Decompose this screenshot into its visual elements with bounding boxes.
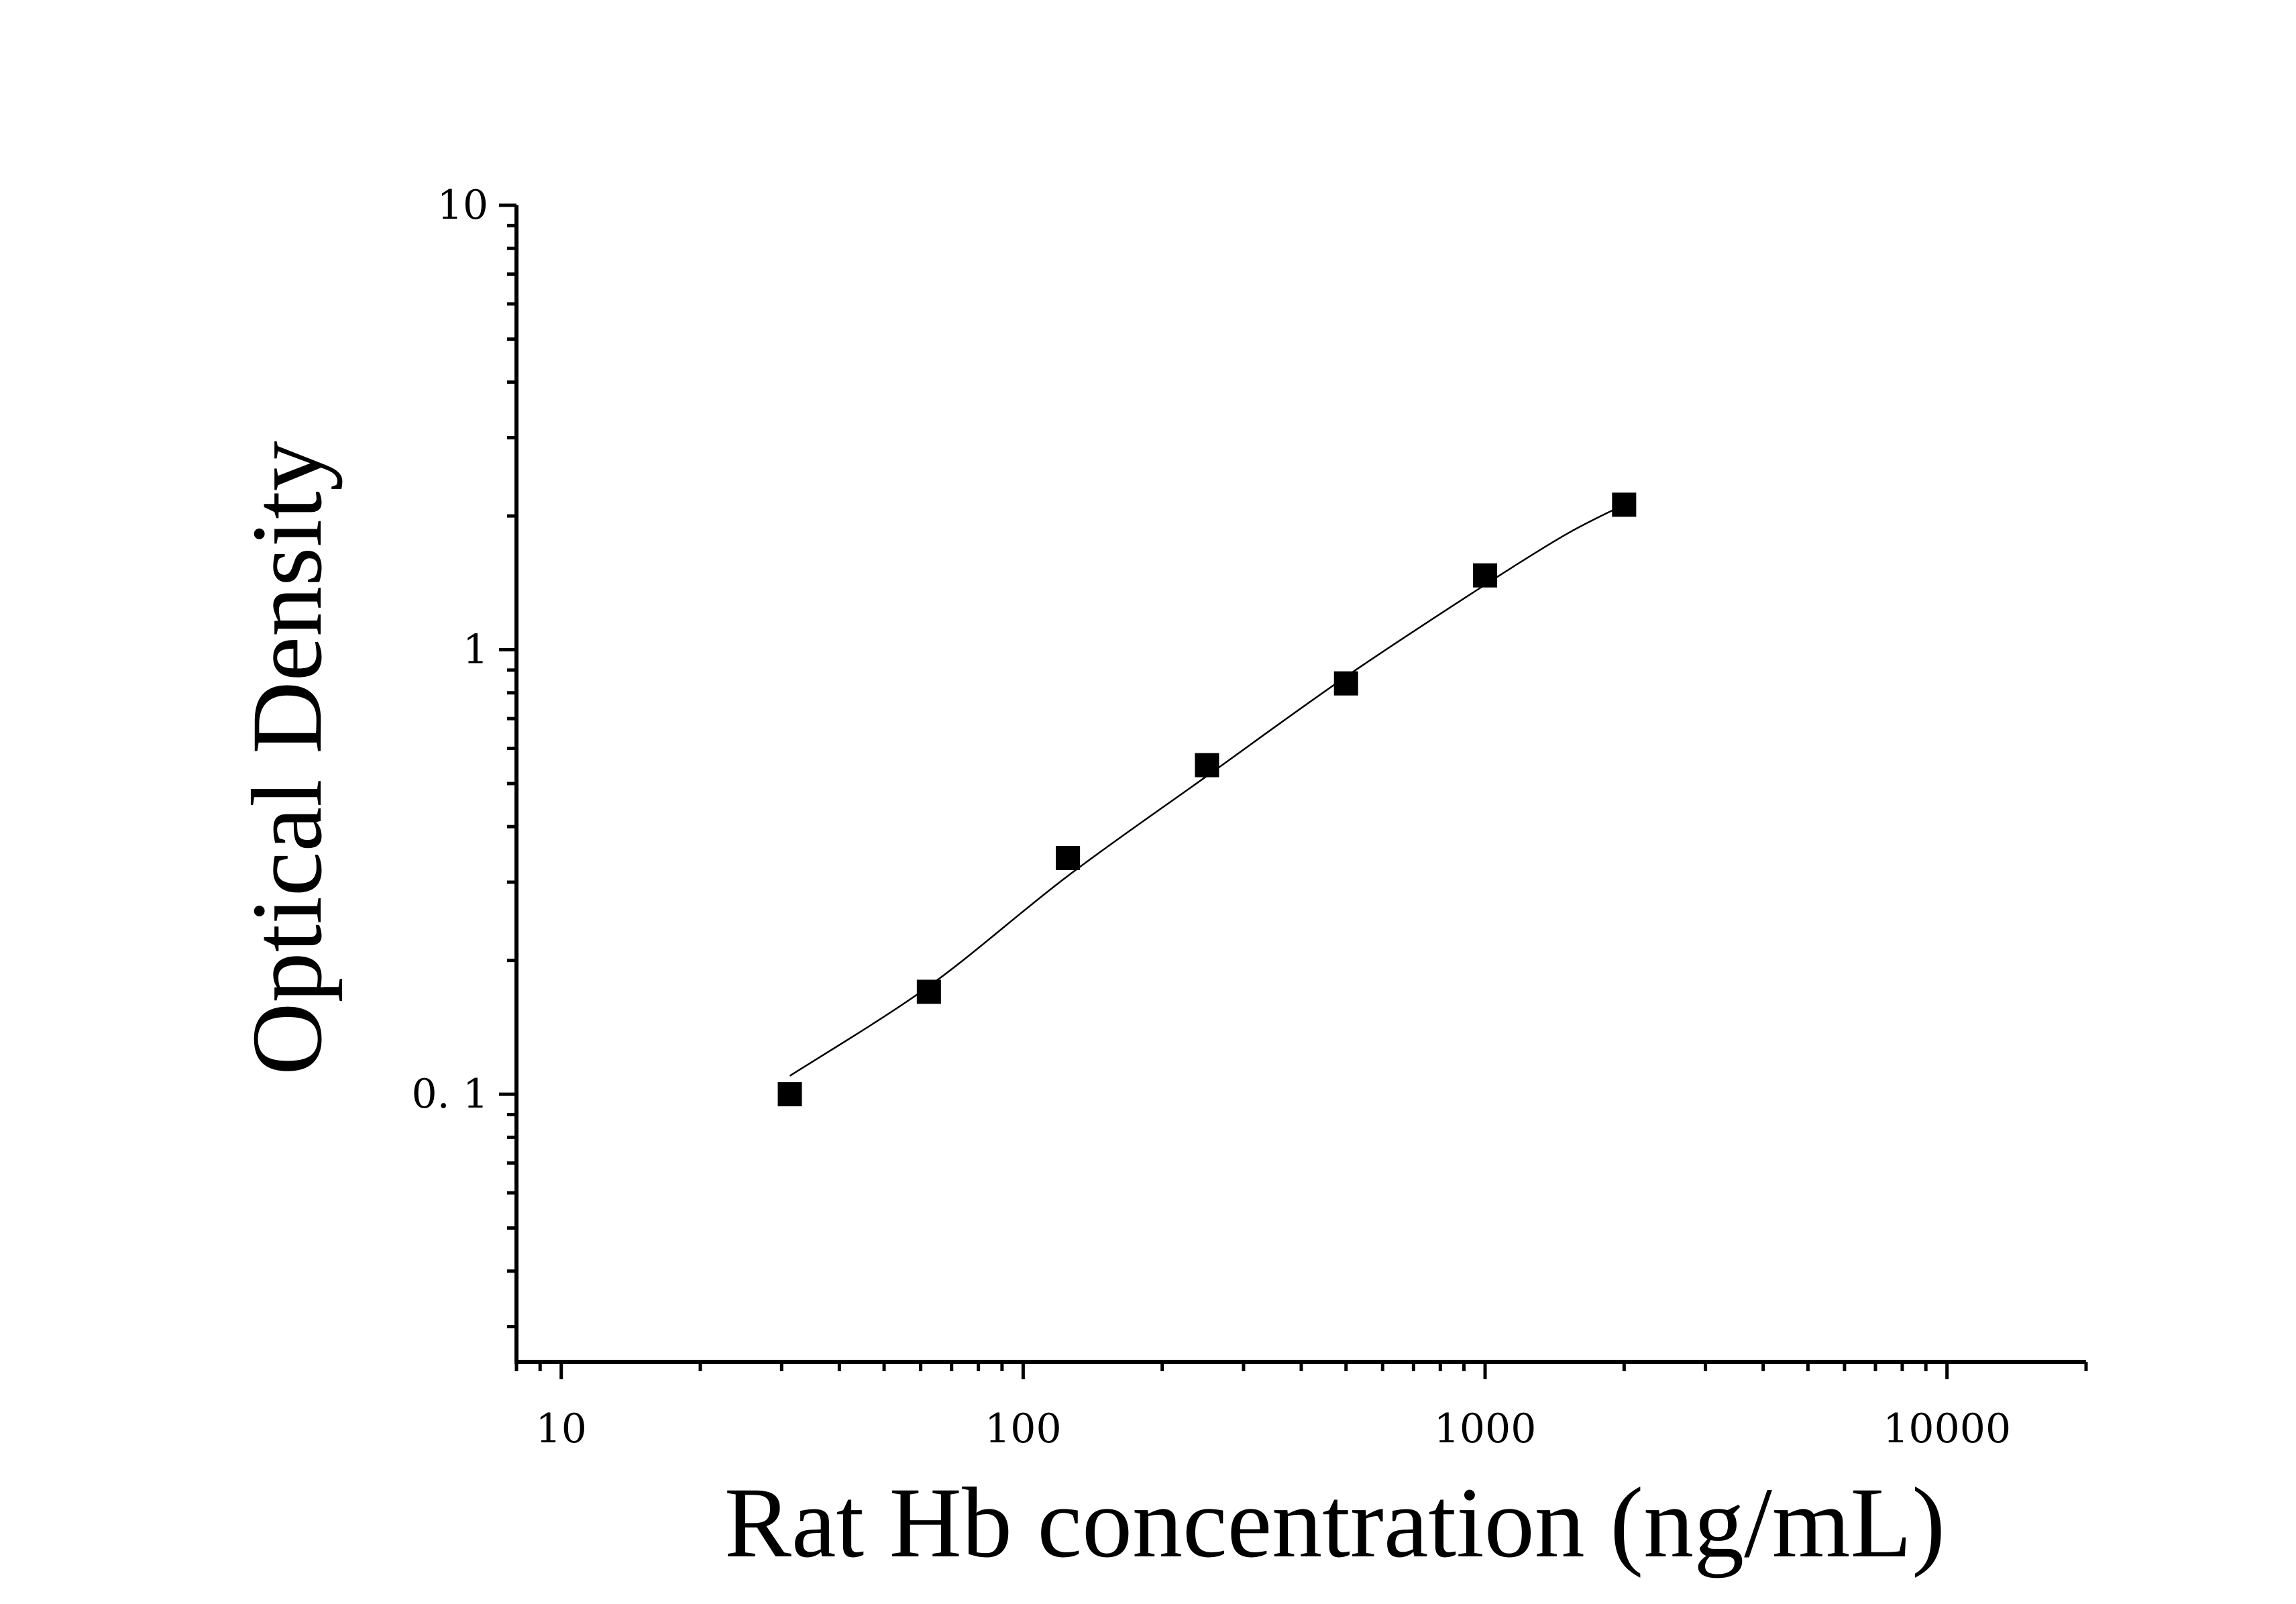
data-point — [1473, 563, 1498, 588]
y-tick-label: 0. 1 — [412, 1071, 489, 1118]
x-tick-label: 100 — [985, 1405, 1062, 1452]
x-tick-label: 10 — [536, 1405, 587, 1452]
data-points — [777, 492, 1637, 1107]
y-axis-title: Optical Density — [231, 441, 343, 1075]
data-point — [777, 1082, 802, 1107]
fit-curve-group — [789, 504, 1625, 1077]
y-axis-ticks: 0. 1 1 10 — [412, 182, 516, 1329]
x-tick-label: 10000 — [1883, 1405, 2011, 1452]
axes — [514, 205, 2086, 1364]
x-tick-label: 1000 — [1434, 1405, 1537, 1452]
data-point — [1056, 845, 1081, 870]
y-tick-label: 1 — [463, 627, 488, 674]
fit-curve-line — [789, 504, 1625, 1077]
x-axis-ticks: 10 100 1000 10000 — [514, 1362, 2088, 1452]
data-point — [1612, 492, 1637, 517]
data-point — [1333, 671, 1358, 696]
data-point — [1195, 753, 1219, 778]
x-axis-title: Rat Hb concentration (ng/mL) — [724, 1467, 1945, 1579]
data-point — [916, 979, 941, 1004]
y-tick-label: 10 — [437, 182, 488, 229]
